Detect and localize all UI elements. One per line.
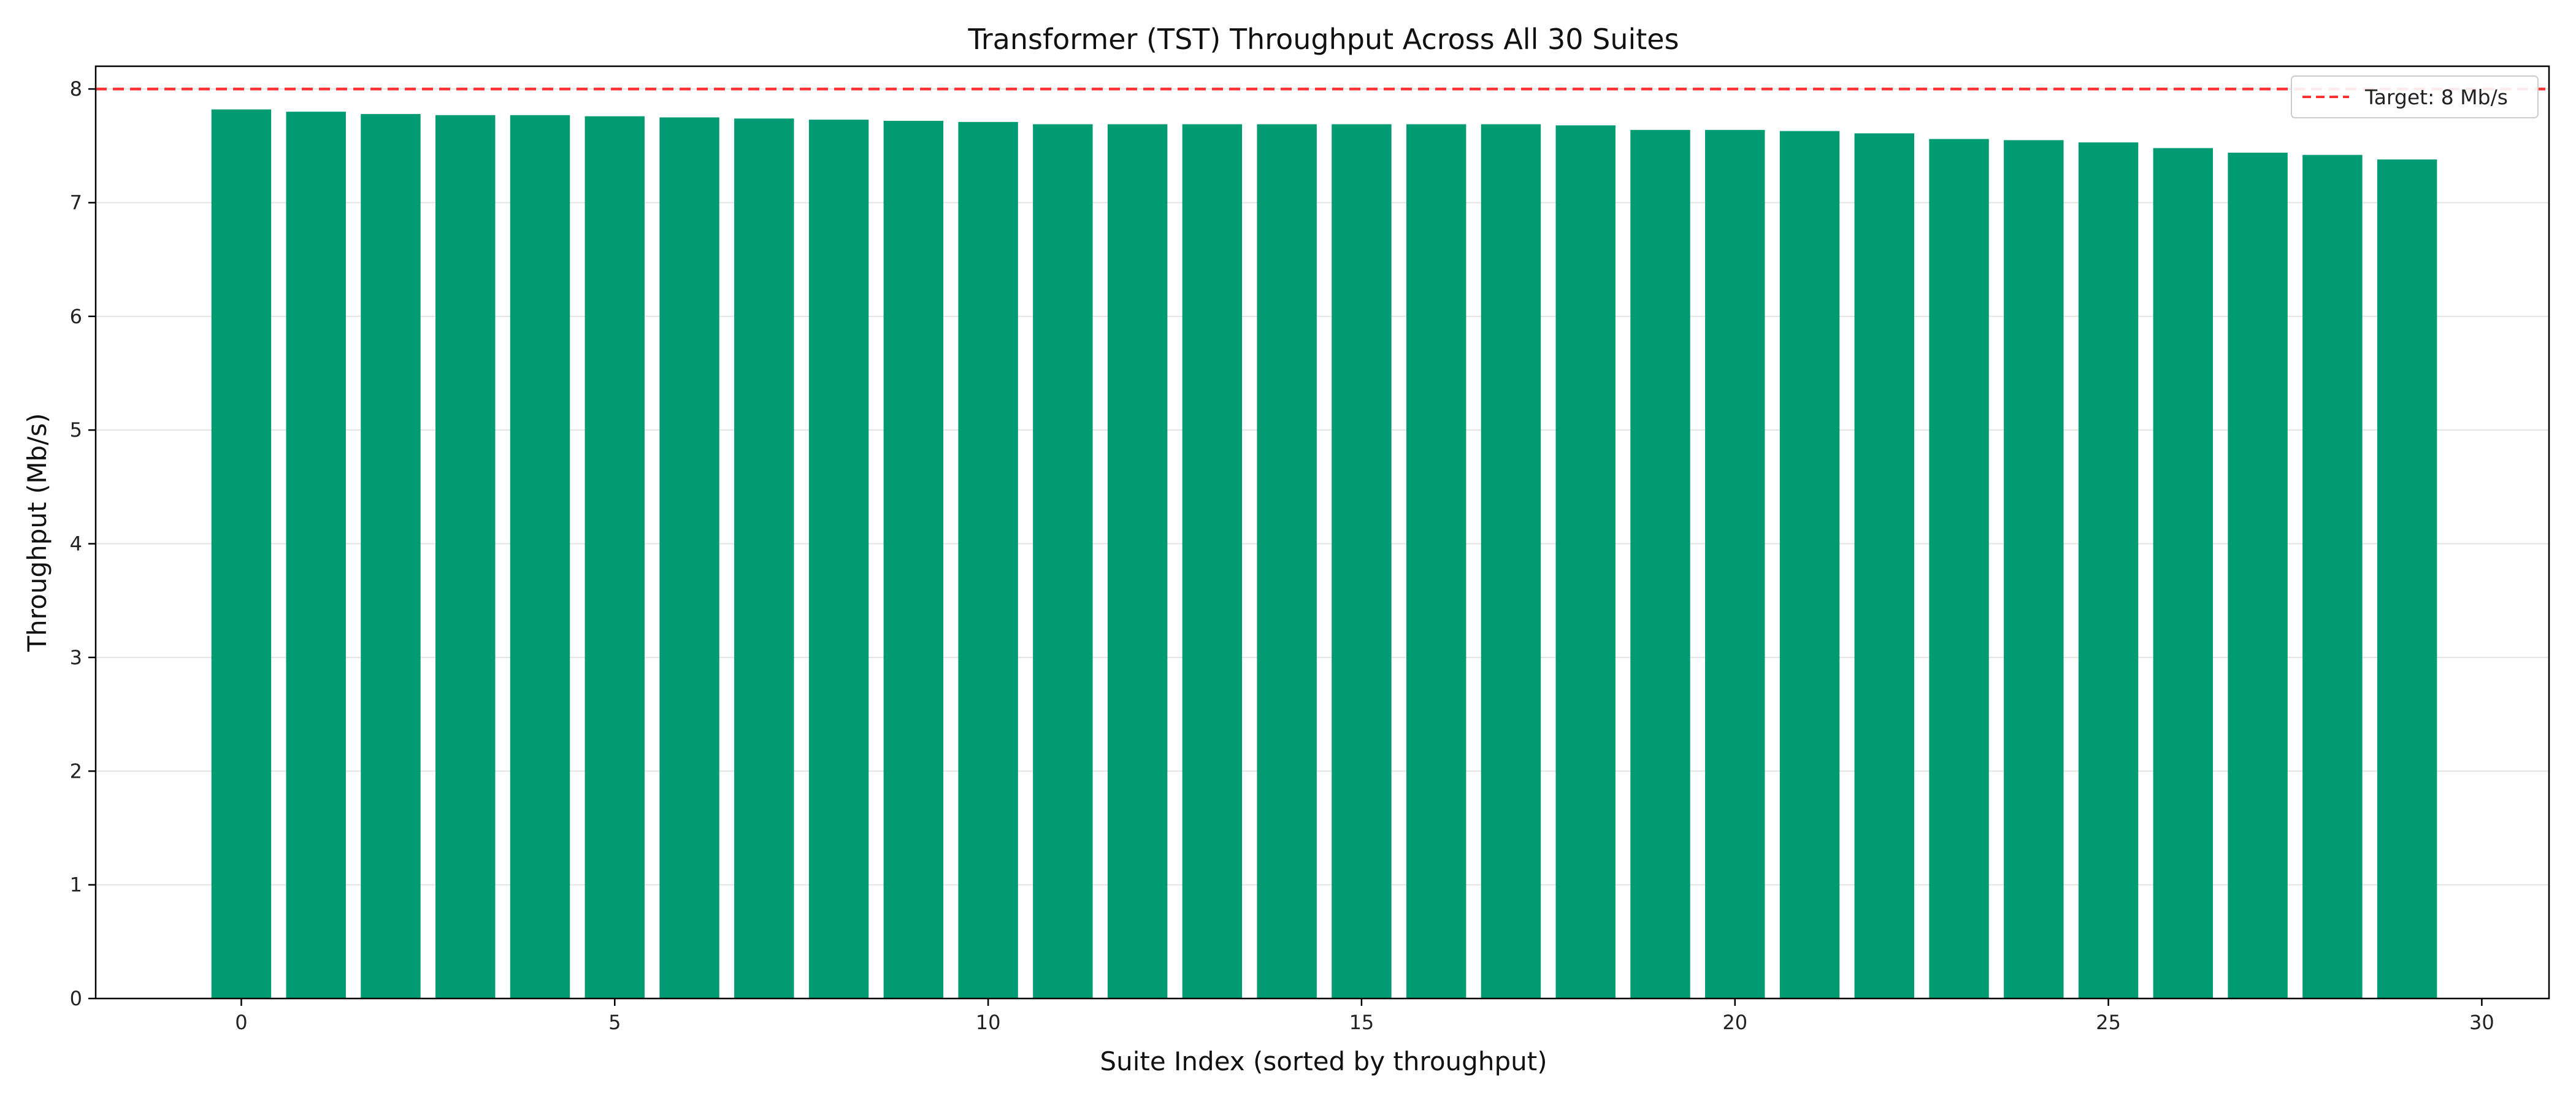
plot-frame <box>94 65 2550 1000</box>
bar <box>1630 129 1690 999</box>
x-axis-title: Suite Index (sorted by throughput) <box>1100 1046 1547 1076</box>
bar <box>2377 159 2437 999</box>
x-tick-label: 5 <box>608 1011 621 1034</box>
bar <box>808 120 869 999</box>
y-tick-label: 1 <box>70 873 82 897</box>
y-tick-label: 7 <box>70 191 82 214</box>
y-axis-ticks: 0 1 2 3 4 5 6 7 8 <box>70 77 96 1010</box>
bar <box>958 121 1018 999</box>
bar <box>1182 124 1243 999</box>
bar <box>1406 124 1466 999</box>
chart-title: Transformer (TST) Throughput Across All … <box>967 23 1679 56</box>
y-tick-label: 6 <box>70 305 82 328</box>
x-tick-label: 25 <box>2096 1011 2121 1034</box>
bar <box>1481 124 1541 999</box>
x-tick-label: 30 <box>2469 1011 2494 1034</box>
bar <box>585 116 645 999</box>
bar <box>1779 131 1840 999</box>
bar <box>361 113 421 999</box>
bar <box>659 117 719 999</box>
legend-box <box>2291 75 2539 118</box>
y-tick-label: 4 <box>70 532 82 556</box>
bar <box>1705 129 1765 999</box>
bar <box>2078 142 2139 999</box>
y-tick-label: 2 <box>70 759 82 783</box>
bar <box>1555 125 1616 999</box>
bar <box>1107 124 1168 999</box>
legend-entry-target: Target: 8 Mb/s <box>2364 85 2508 109</box>
x-tick-label: 10 <box>976 1011 1001 1034</box>
x-tick-label: 20 <box>1722 1011 1747 1034</box>
bar <box>1033 124 1093 999</box>
bar <box>2153 148 2214 999</box>
y-tick-label: 0 <box>70 987 82 1010</box>
bar <box>435 115 496 999</box>
legend: Target: 8 Mb/s <box>2291 75 2539 118</box>
x-axis-ticks: 0 5 10 15 20 25 30 <box>235 999 2494 1034</box>
y-tick-label: 5 <box>70 418 82 442</box>
bar <box>2004 140 2064 999</box>
bar <box>510 115 570 999</box>
bar <box>1332 124 1392 999</box>
bar <box>211 109 272 999</box>
bar <box>1854 133 1914 999</box>
x-tick-label: 15 <box>1349 1011 1374 1034</box>
x-tick-label: 0 <box>235 1011 247 1034</box>
bar <box>1929 139 1989 999</box>
bar <box>1257 124 1317 999</box>
y-tick-label: 8 <box>70 77 82 101</box>
bar-series <box>211 109 2437 999</box>
bar <box>2302 155 2363 999</box>
y-tick-label: 3 <box>70 646 82 669</box>
bar <box>883 120 944 999</box>
y-axis-title: Throughput (Mb/s) <box>22 413 52 652</box>
bar <box>734 118 794 999</box>
bar <box>2228 152 2288 999</box>
bar <box>286 112 346 999</box>
